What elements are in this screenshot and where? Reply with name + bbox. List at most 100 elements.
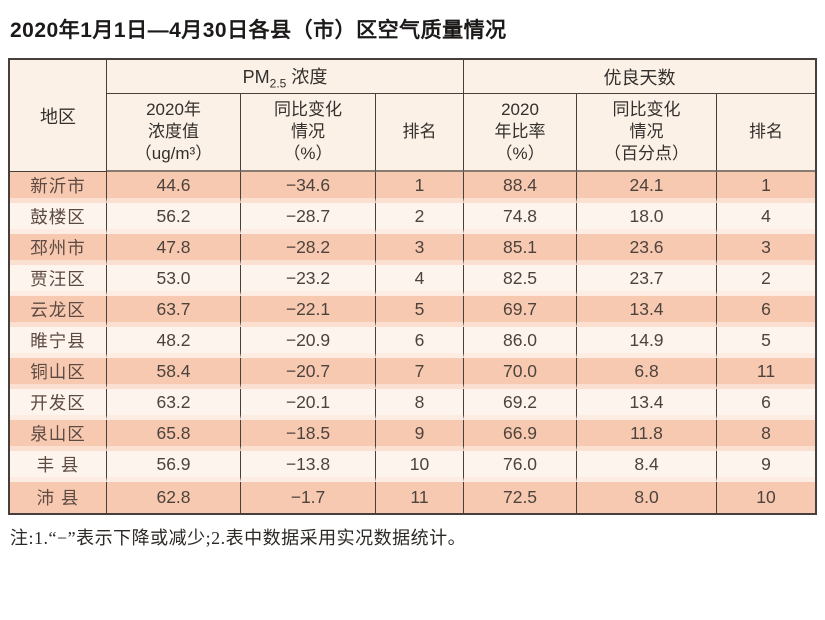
header-sub-row: 2020年 浓度值 （ug/m³） 同比变化 情况 （%） 排名 2020 年比… bbox=[10, 94, 816, 172]
good-rank-cell: 11 bbox=[717, 358, 816, 389]
good-rank-cell: 1 bbox=[717, 172, 816, 203]
region-cell: 鼓楼区 bbox=[10, 203, 107, 234]
table-row: 云龙区 63.7 −22.1 5 69.7 13.4 6 bbox=[10, 296, 816, 327]
good-change-cell: 14.9 bbox=[577, 327, 718, 358]
good-change-cell: 13.4 bbox=[577, 389, 718, 420]
table-row: 睢宁县 48.2 −20.9 6 86.0 14.9 5 bbox=[10, 327, 816, 358]
good-rate-cell: 66.9 bbox=[464, 420, 578, 451]
region-cell: 睢宁县 bbox=[10, 327, 107, 358]
region-cell: 铜山区 bbox=[10, 358, 107, 389]
good-rate-cell: 86.0 bbox=[464, 327, 578, 358]
pm-value-cell: 65.8 bbox=[107, 420, 241, 451]
good-rank-cell: 3 bbox=[717, 234, 816, 265]
good-rate-cell: 72.5 bbox=[464, 482, 578, 513]
good-rate-cell: 69.7 bbox=[464, 296, 578, 327]
pm-rank-cell: 10 bbox=[376, 451, 465, 482]
table-header: 地区 PM2.5 浓度 优良天数 2020年 浓度值 （ug/m³） 同比变化 … bbox=[10, 60, 816, 172]
pm-change-cell: −34.6 bbox=[241, 172, 376, 203]
good-rank-cell: 4 bbox=[717, 203, 816, 234]
region-cell: 泉山区 bbox=[10, 420, 107, 451]
pm-change-cell: −20.7 bbox=[241, 358, 376, 389]
region-cell: 邳州市 bbox=[10, 234, 107, 265]
pm-value-cell: 56.9 bbox=[107, 451, 241, 482]
good-change-cell: 23.7 bbox=[577, 265, 718, 296]
good-change-cell: 24.1 bbox=[577, 172, 718, 203]
region-cell: 丰 县 bbox=[10, 451, 107, 482]
air-quality-table: 地区 PM2.5 浓度 优良天数 2020年 浓度值 （ug/m³） 同比变化 … bbox=[8, 58, 818, 515]
pm-value-cell: 62.8 bbox=[107, 482, 241, 513]
good-change-cell: 11.8 bbox=[577, 420, 718, 451]
pm25-label-suffix: 浓度 bbox=[286, 66, 328, 87]
table-row: 开发区 63.2 −20.1 8 69.2 13.4 6 bbox=[10, 389, 816, 420]
good-rank-cell: 2 bbox=[717, 265, 816, 296]
region-cell: 贾汪区 bbox=[10, 265, 107, 296]
pm-change-cell: −20.1 bbox=[241, 389, 376, 420]
pm-value-cell: 47.8 bbox=[107, 234, 241, 265]
good-change-cell: 23.6 bbox=[577, 234, 718, 265]
header-pm25-group: PM2.5 浓度 bbox=[107, 60, 465, 94]
good-change-cell: 13.4 bbox=[577, 296, 718, 327]
table-row: 新沂市 44.6 −34.6 1 88.4 24.1 1 bbox=[10, 172, 816, 203]
pm-rank-cell: 6 bbox=[376, 327, 465, 358]
good-rank-cell: 6 bbox=[717, 296, 816, 327]
region-cell: 新沂市 bbox=[10, 172, 107, 203]
pm-change-cell: −22.1 bbox=[241, 296, 376, 327]
pm25-label-prefix: PM bbox=[242, 66, 270, 87]
header-group-row: 地区 PM2.5 浓度 优良天数 bbox=[10, 60, 816, 172]
pm-value-cell: 63.7 bbox=[107, 296, 241, 327]
table-body: 新沂市 44.6 −34.6 1 88.4 24.1 1 鼓楼区 56.2 −2… bbox=[10, 172, 816, 513]
pm-change-cell: −28.7 bbox=[241, 203, 376, 234]
table-row: 鼓楼区 56.2 −28.7 2 74.8 18.0 4 bbox=[10, 203, 816, 234]
pm-change-cell: −23.2 bbox=[241, 265, 376, 296]
pm-value-cell: 53.0 bbox=[107, 265, 241, 296]
pm-rank-cell: 3 bbox=[376, 234, 465, 265]
pm-change-cell: −1.7 bbox=[241, 482, 376, 513]
pm-value-cell: 58.4 bbox=[107, 358, 241, 389]
good-rank-cell: 9 bbox=[717, 451, 816, 482]
region-cell: 开发区 bbox=[10, 389, 107, 420]
pm-rank-cell: 8 bbox=[376, 389, 465, 420]
table-row: 丰 县 56.9 −13.8 10 76.0 8.4 9 bbox=[10, 451, 816, 482]
good-rate-cell: 82.5 bbox=[464, 265, 578, 296]
pm-value-cell: 48.2 bbox=[107, 327, 241, 358]
good-rank-cell: 10 bbox=[717, 482, 816, 513]
pm-rank-cell: 7 bbox=[376, 358, 465, 389]
table-row: 铜山区 58.4 −20.7 7 70.0 6.8 11 bbox=[10, 358, 816, 389]
header-pm-rank: 排名 bbox=[376, 94, 465, 172]
header-region: 地区 bbox=[10, 60, 107, 172]
table-row: 沛 县 62.8 −1.7 11 72.5 8.0 10 bbox=[10, 482, 816, 513]
table-row: 邳州市 47.8 −28.2 3 85.1 23.6 3 bbox=[10, 234, 816, 265]
pm-rank-cell: 5 bbox=[376, 296, 465, 327]
table-row: 泉山区 65.8 −18.5 9 66.9 11.8 8 bbox=[10, 420, 816, 451]
good-change-cell: 8.4 bbox=[577, 451, 718, 482]
good-rate-cell: 88.4 bbox=[464, 172, 578, 203]
good-change-cell: 18.0 bbox=[577, 203, 718, 234]
pm-rank-cell: 9 bbox=[376, 420, 465, 451]
region-cell: 云龙区 bbox=[10, 296, 107, 327]
good-change-cell: 6.8 bbox=[577, 358, 718, 389]
pm-change-cell: −28.2 bbox=[241, 234, 376, 265]
table-row: 贾汪区 53.0 −23.2 4 82.5 23.7 2 bbox=[10, 265, 816, 296]
good-rate-cell: 74.8 bbox=[464, 203, 578, 234]
good-change-cell: 8.0 bbox=[577, 482, 718, 513]
pm-rank-cell: 2 bbox=[376, 203, 465, 234]
pm-value-cell: 44.6 bbox=[107, 172, 241, 203]
pm-rank-cell: 1 bbox=[376, 172, 465, 203]
pm25-label-subscript: 2.5 bbox=[269, 76, 287, 91]
footnote: 注:1.“−”表示下降或减少;2.表中数据采用实况数据统计。 bbox=[10, 528, 467, 548]
region-cell: 沛 县 bbox=[10, 482, 107, 513]
pm-rank-cell: 11 bbox=[376, 482, 465, 513]
pm-value-cell: 56.2 bbox=[107, 203, 241, 234]
good-rate-cell: 85.1 bbox=[464, 234, 578, 265]
header-good-rank: 排名 bbox=[717, 94, 816, 172]
pm-rank-cell: 4 bbox=[376, 265, 465, 296]
good-rank-cell: 8 bbox=[717, 420, 816, 451]
pm-change-cell: −18.5 bbox=[241, 420, 376, 451]
pm-value-cell: 63.2 bbox=[107, 389, 241, 420]
good-rate-cell: 70.0 bbox=[464, 358, 578, 389]
pm-change-cell: −13.8 bbox=[241, 451, 376, 482]
pm-change-cell: −20.9 bbox=[241, 327, 376, 358]
header-pm-change: 同比变化 情况 （%） bbox=[241, 94, 376, 172]
page-title: 2020年1月1日—4月30日各县（市）区空气质量情况 bbox=[10, 19, 507, 42]
